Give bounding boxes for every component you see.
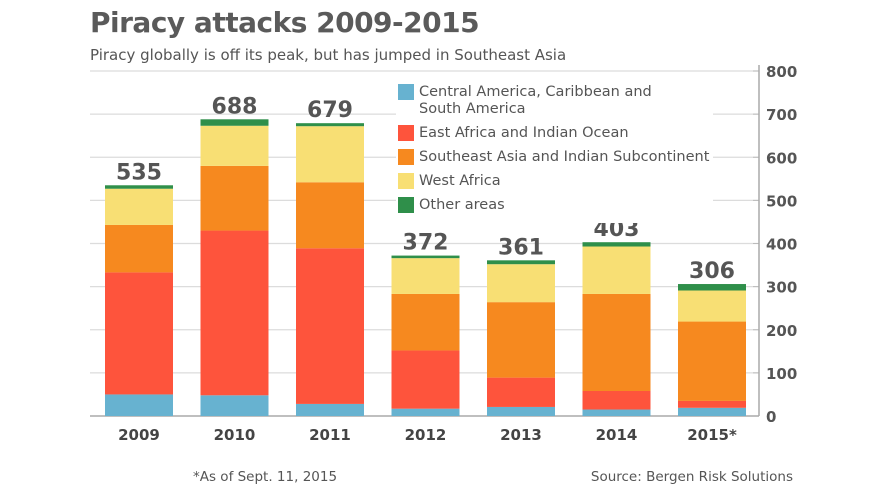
legend-label: East Africa and Indian Ocean: [419, 125, 629, 141]
bar-segment: [678, 321, 746, 401]
x-tick-label: 2013: [500, 426, 542, 444]
bar-segment: [200, 125, 269, 166]
y-tick-label: 800: [766, 63, 797, 81]
bar-segment: [582, 409, 651, 416]
bar-segment: [582, 293, 651, 391]
bar-segment: [391, 255, 460, 259]
bar-segment: [487, 377, 555, 407]
bar-segment: [296, 123, 364, 127]
bar-segment: [582, 242, 651, 247]
x-tick-label: 2015*: [687, 426, 737, 444]
y-tick-label: 200: [766, 322, 797, 340]
legend-label: Central America, Caribbean and South Ame…: [419, 84, 652, 117]
total-label: 306: [689, 259, 735, 284]
legend-item: East Africa and Indian Ocean: [398, 125, 709, 142]
bar-segment: [487, 406, 555, 416]
legend: Central America, Caribbean and South Ame…: [396, 82, 714, 223]
chart-title: Piracy attacks 2009-2015: [90, 6, 480, 39]
bar-segment: [678, 290, 746, 322]
bar-segment: [105, 188, 173, 225]
legend-swatch: [398, 149, 414, 165]
bar-segment: [487, 302, 555, 378]
y-tick-label: 600: [766, 149, 797, 167]
legend-swatch: [398, 84, 414, 100]
bar-segment: [296, 126, 364, 183]
legend-item: Southeast Asia and Indian Subcontinent: [398, 149, 709, 166]
legend-item: West Africa: [398, 173, 709, 190]
y-tick-label: 700: [766, 106, 797, 124]
y-tick-label: 0: [766, 408, 776, 426]
bar-segment: [105, 185, 173, 189]
bar-segment: [391, 258, 460, 294]
bar-segment: [105, 224, 173, 273]
bar-segment: [296, 182, 364, 249]
footnote: *As of Sept. 11, 2015: [193, 469, 338, 485]
legend-label: West Africa: [419, 173, 501, 189]
bar-segment: [391, 350, 460, 409]
bar-segment: [105, 394, 173, 416]
bar-segment: [678, 400, 746, 408]
y-tick-label: 100: [766, 365, 797, 383]
bar-segment: [200, 119, 269, 126]
x-tick-label: 2012: [405, 426, 447, 444]
bar-segment: [200, 165, 269, 231]
y-tick-label: 500: [766, 192, 797, 210]
bar-segment: [105, 272, 173, 395]
x-tick-label: 2009: [118, 426, 160, 444]
legend-label: Other areas: [419, 197, 505, 213]
legend-swatch: [398, 197, 414, 213]
total-label: 372: [403, 231, 449, 256]
chart-subtitle: Piracy globally is off its peak, but has…: [90, 46, 567, 64]
source-note: Source: Bergen Risk Solutions: [590, 469, 793, 485]
x-tick-label: 2010: [214, 426, 256, 444]
bar-segment: [391, 408, 460, 416]
legend-item: Other areas: [398, 197, 709, 214]
legend-swatch: [398, 125, 414, 141]
bar-segment: [391, 293, 460, 351]
x-tick-label: 2014: [596, 426, 638, 444]
bar-segment: [678, 284, 746, 291]
bar-segment: [582, 390, 651, 410]
total-label: 535: [116, 160, 162, 185]
bar-segment: [487, 260, 555, 265]
legend-swatch: [398, 173, 414, 189]
total-label: 361: [498, 235, 544, 260]
bar-segment: [200, 395, 269, 416]
bar-segment: [487, 264, 555, 303]
bar-segment: [296, 403, 364, 416]
bar-segment: [582, 246, 651, 294]
y-tick-label: 300: [766, 279, 797, 297]
x-tick-label: 2011: [309, 426, 351, 444]
legend-label: Southeast Asia and Indian Subcontinent: [419, 149, 710, 165]
total-label: 688: [212, 94, 258, 119]
total-label: 679: [307, 98, 353, 123]
bar-segment: [678, 407, 746, 416]
legend-item: Central America, Caribbean and South Ame…: [398, 84, 709, 118]
y-tick-label: 400: [766, 236, 797, 254]
bar-segment: [200, 230, 269, 396]
bar-segment: [296, 248, 364, 404]
